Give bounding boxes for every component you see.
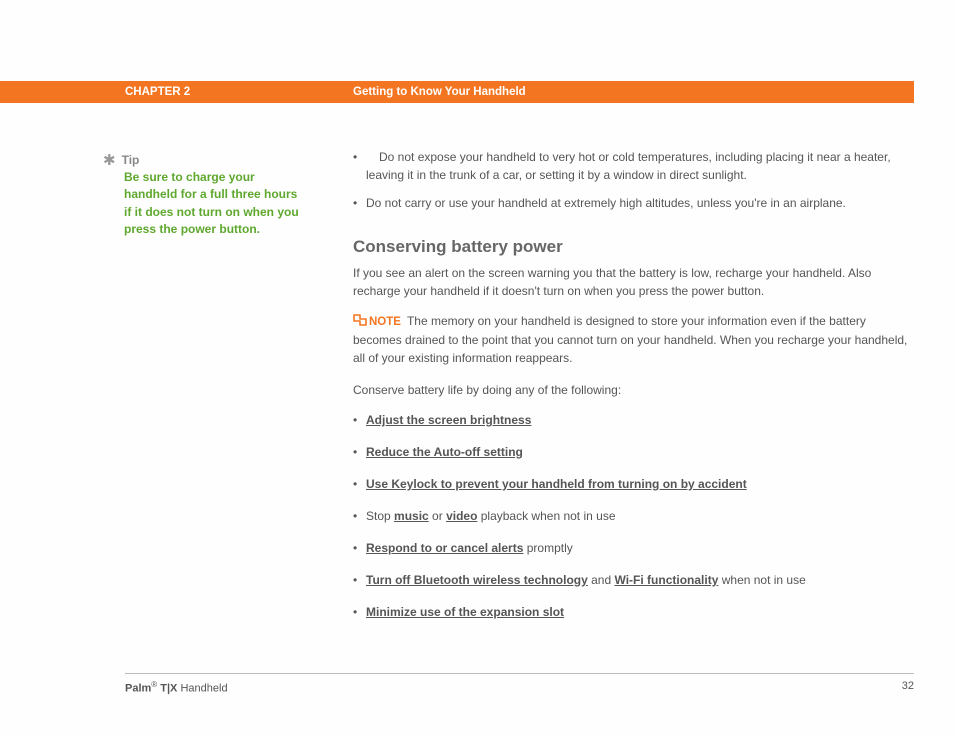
inline-text: or xyxy=(429,509,446,523)
list-item: Adjust the screen brightness xyxy=(353,411,913,429)
footer-brand: Palm® T|X Handheld xyxy=(125,680,228,695)
tip-body: Be sure to charge your handheld for a fu… xyxy=(124,169,303,239)
chapter-title: Getting to Know Your Handheld xyxy=(353,86,526,98)
list-item: Use Keylock to prevent your handheld fro… xyxy=(353,475,913,493)
bullet-text: Do not carry or use your handheld at ext… xyxy=(366,196,846,210)
asterisk-icon: ✱ xyxy=(103,153,116,168)
list-item: Turn off Bluetooth wireless technology a… xyxy=(353,571,913,589)
list-item: Do not carry or use your handheld at ext… xyxy=(353,194,913,212)
list-item: Stop music or video playback when not in… xyxy=(353,507,913,525)
footer-model: T|X xyxy=(157,683,177,695)
inline-link[interactable]: Use Keylock to prevent your handheld fro… xyxy=(366,477,747,491)
inline-text: promptly xyxy=(523,541,572,555)
inline-link[interactable]: video xyxy=(446,509,477,523)
main-content: Do not expose your handheld to very hot … xyxy=(353,148,913,635)
note-icon xyxy=(353,313,367,325)
tip-callout: ✱ Tip Be sure to charge your handheld for… xyxy=(103,153,303,239)
list-item: Respond to or cancel alerts promptly xyxy=(353,539,913,557)
top-bullet-list: Do not expose your handheld to very hot … xyxy=(353,148,913,212)
action-list: Adjust the screen brightness Reduce the A… xyxy=(353,411,913,621)
inline-link[interactable]: Turn off Bluetooth wireless technology xyxy=(366,573,588,587)
section-heading: Conserving battery power xyxy=(353,234,913,260)
note-label: NOTE xyxy=(369,316,401,328)
footer-brand-bold: Palm xyxy=(125,683,151,695)
chapter-header-bar: CHAPTER 2 Getting to Know Your Handheld xyxy=(0,81,914,103)
tip-label: Tip xyxy=(122,153,140,167)
chapter-label: CHAPTER 2 xyxy=(125,86,353,98)
note-block: NOTEThe memory on your handheld is desig… xyxy=(353,312,913,367)
list-item: Reduce the Auto-off setting xyxy=(353,443,913,461)
inline-text: and xyxy=(588,573,615,587)
footer-rest: Handheld xyxy=(177,683,227,695)
inline-link[interactable]: Respond to or cancel alerts xyxy=(366,541,523,555)
inline-text: Stop xyxy=(366,509,394,523)
inline-link[interactable]: music xyxy=(394,509,429,523)
intro-paragraph: If you see an alert on the screen warnin… xyxy=(353,264,913,300)
inline-link[interactable]: Wi-Fi functionality xyxy=(615,573,719,587)
page-number: 32 xyxy=(902,680,914,695)
list-item: Do not expose your handheld to very hot … xyxy=(353,148,913,184)
bullet-text: Do not expose your handheld to very hot … xyxy=(366,150,891,182)
inline-text: playback when not in use xyxy=(477,509,615,523)
inline-link[interactable]: Adjust the screen brightness xyxy=(366,413,531,427)
note-body: The memory on your handheld is designed … xyxy=(353,314,907,365)
inline-text: when not in use xyxy=(718,573,805,587)
list-item: Minimize use of the expansion slot xyxy=(353,603,913,621)
conserve-lead: Conserve battery life by doing any of th… xyxy=(353,381,913,399)
inline-link[interactable]: Minimize use of the expansion slot xyxy=(366,605,564,619)
page-footer: Palm® T|X Handheld 32 xyxy=(125,673,914,695)
inline-link[interactable]: Reduce the Auto-off setting xyxy=(366,445,523,459)
